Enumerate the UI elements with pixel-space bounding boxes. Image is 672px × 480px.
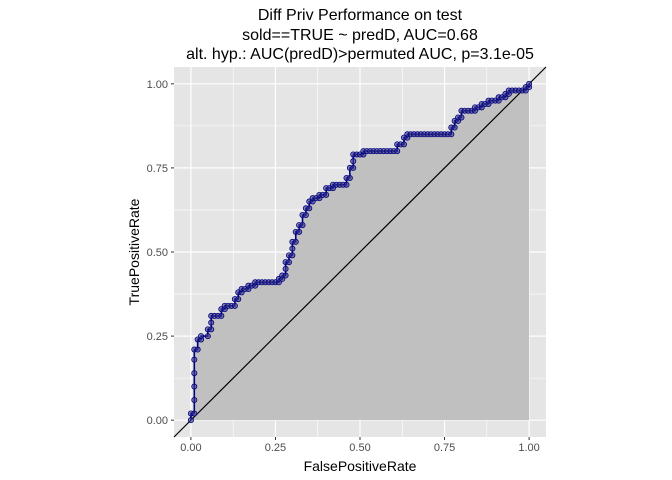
roc-point xyxy=(208,319,215,326)
y-tick-label: 0.00 xyxy=(147,415,168,427)
roc-point xyxy=(191,356,198,363)
roc-point xyxy=(191,370,198,377)
roc-point xyxy=(187,417,194,424)
roc-point xyxy=(198,333,205,340)
roc-point xyxy=(296,228,303,235)
roc-point xyxy=(343,181,350,188)
roc-point xyxy=(204,333,211,340)
x-axis-title: FalsePositiveRate xyxy=(304,458,417,474)
y-tick-label: 0.50 xyxy=(147,247,168,259)
roc-point xyxy=(292,238,299,245)
roc-point xyxy=(289,252,296,259)
roc-point xyxy=(400,141,407,148)
roc-point xyxy=(350,158,357,165)
roc-point xyxy=(306,205,313,212)
roc-point xyxy=(194,346,201,353)
roc-point xyxy=(285,259,292,266)
roc-point xyxy=(526,80,533,87)
roc-points xyxy=(187,80,533,424)
x-tick-label: 0.25 xyxy=(265,442,286,454)
x-tick-label: 1.00 xyxy=(518,442,539,454)
x-axis-ticks: 0.00 0.25 0.50 0.75 1.00 xyxy=(180,437,540,454)
chart-title-line-3: alt. hyp.: AUC(predD)>permuted AUC, p=3.… xyxy=(186,46,534,63)
roc-point xyxy=(394,148,401,155)
roc-point xyxy=(346,174,353,181)
chart-title-line-1: Diff Priv Performance on test xyxy=(258,7,463,24)
roc-point xyxy=(191,383,198,390)
roc-point xyxy=(323,191,330,198)
roc-point xyxy=(282,265,289,272)
roc-point xyxy=(302,211,309,218)
y-tick-label: 1.00 xyxy=(147,79,168,91)
diagonal-reference-line xyxy=(173,66,547,438)
y-tick-label: 0.75 xyxy=(147,163,168,175)
roc-point xyxy=(218,312,225,319)
chart-title: Diff Priv Performance on test sold==TRUE… xyxy=(186,7,534,63)
x-tick-label: 0.50 xyxy=(349,442,370,454)
roc-point xyxy=(282,272,289,279)
roc-point xyxy=(451,124,458,131)
y-axis-title: TruePositiveRate xyxy=(126,198,142,305)
y-axis-ticks: 0.00 0.25 0.50 0.75 1.00 xyxy=(147,79,174,427)
roc-point xyxy=(448,131,455,138)
roc-point xyxy=(191,396,198,403)
roc-point xyxy=(289,245,296,252)
roc-point xyxy=(231,302,238,309)
roc-point xyxy=(299,222,306,229)
roc-point xyxy=(458,114,465,121)
roc-point xyxy=(235,296,242,303)
x-tick-label: 0.00 xyxy=(180,442,201,454)
roc-point xyxy=(191,410,198,417)
y-tick-label: 0.25 xyxy=(147,331,168,343)
roc-point xyxy=(350,164,357,171)
chart-title-line-2: sold==TRUE ~ predD, AUC=0.68 xyxy=(242,27,478,44)
roc-point xyxy=(208,326,215,333)
x-tick-label: 0.75 xyxy=(434,442,455,454)
